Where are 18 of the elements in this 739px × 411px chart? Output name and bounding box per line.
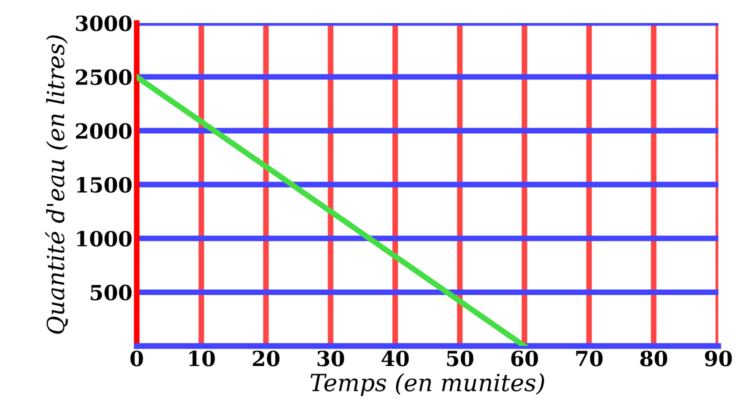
y-tick-label: 1500 <box>77 176 132 193</box>
y-tick-label: 2500 <box>76 69 132 86</box>
y-tick-label: 500 <box>90 284 132 300</box>
x-axis-title: Temps (en munites) <box>310 373 544 396</box>
x-tick-label: 30 <box>318 350 344 366</box>
x-tick-label: 80 <box>640 350 668 366</box>
x-tick-label: 40 <box>382 350 409 366</box>
y-tick-label: 1000 <box>77 230 132 247</box>
x-tick-label: 70 <box>576 350 603 366</box>
y-tick-label: 2000 <box>76 123 132 139</box>
x-tick-label: 90 <box>704 350 732 366</box>
x-tick-label: 20 <box>252 350 280 366</box>
x-tick-label: 60 <box>511 350 538 366</box>
y-axis-title: Quantité d'eau (en litres) <box>45 35 68 334</box>
x-tick-label: 0 <box>130 350 143 366</box>
x-tick-label: 10 <box>189 350 215 366</box>
y-tick-label: 3000 <box>76 15 132 32</box>
x-tick-label: 50 <box>447 350 474 366</box>
